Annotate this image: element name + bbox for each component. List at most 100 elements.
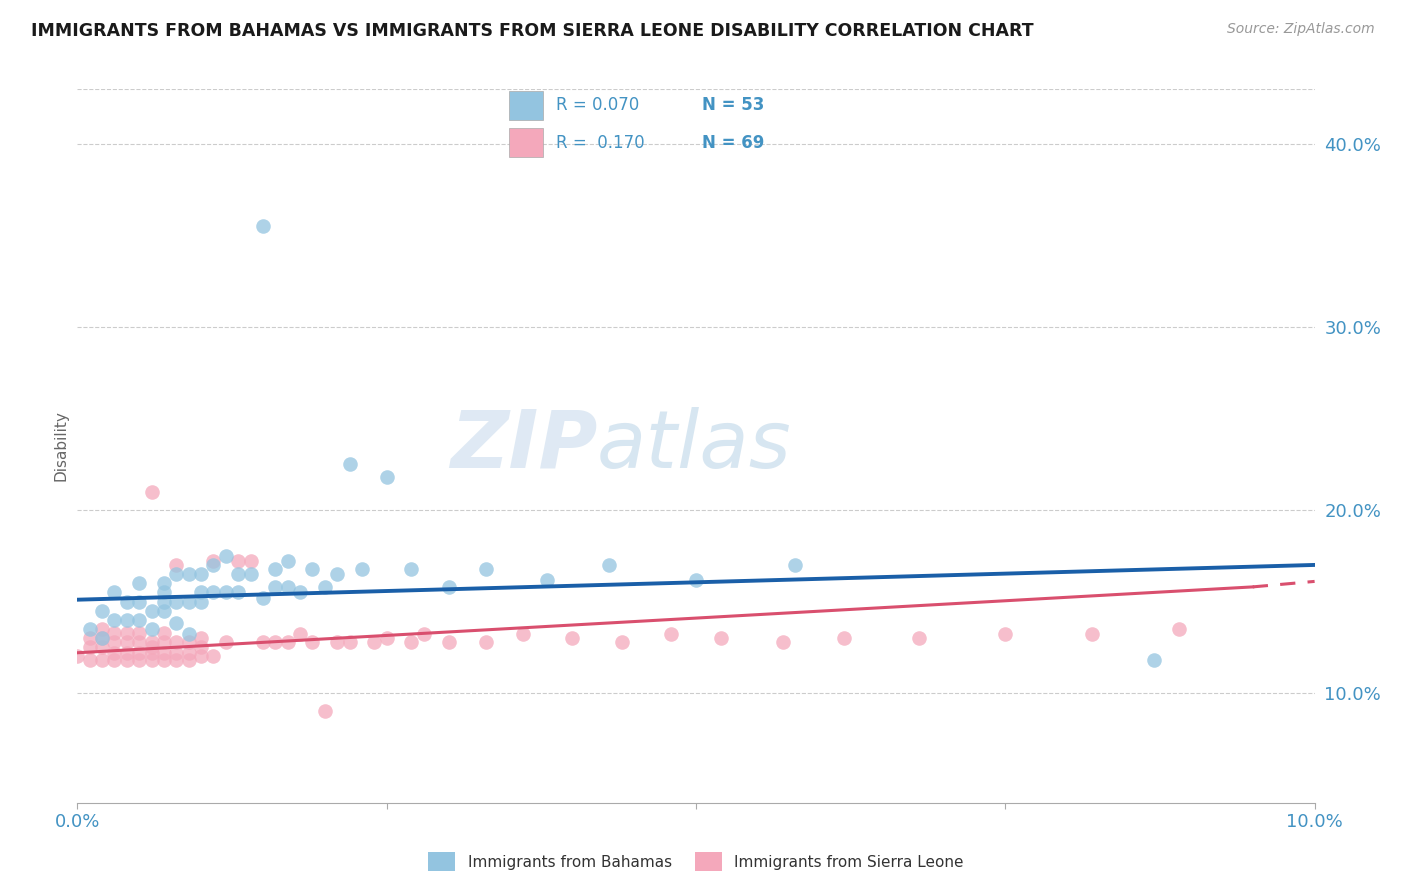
Point [215, 634, 238, 648]
Point [141, 653, 163, 667]
Point [153, 594, 176, 608]
Point [301, 634, 323, 648]
Point [165, 594, 187, 608]
Point [512, 627, 534, 641]
Point [277, 634, 299, 648]
Point [91, 640, 114, 655]
Point [264, 580, 287, 594]
Point [165, 558, 187, 572]
Point [103, 613, 125, 627]
Point [375, 631, 398, 645]
Point [277, 554, 299, 568]
Point [165, 634, 187, 648]
Point [326, 567, 349, 582]
Point [685, 573, 707, 587]
Point [91, 653, 114, 667]
Point [202, 649, 225, 664]
Point [91, 622, 114, 636]
Point [153, 625, 176, 640]
Point [239, 554, 262, 568]
Point [226, 567, 249, 582]
Y-axis label: Disability: Disability [53, 410, 69, 482]
Point [1167, 622, 1189, 636]
Point [834, 631, 856, 645]
Legend: Immigrants from Bahamas, Immigrants from Sierra Leone: Immigrants from Bahamas, Immigrants from… [422, 847, 970, 877]
Text: atlas: atlas [598, 407, 792, 485]
Point [79, 653, 101, 667]
Point [474, 634, 496, 648]
Point [79, 631, 101, 645]
Point [252, 634, 274, 648]
Point [153, 634, 176, 648]
Point [264, 561, 287, 575]
Point [561, 631, 583, 645]
Bar [509, 128, 543, 157]
Point [115, 613, 138, 627]
Point [288, 627, 311, 641]
Point [177, 653, 200, 667]
Point [610, 634, 633, 648]
Point [314, 704, 336, 718]
Point [190, 567, 212, 582]
Point [177, 646, 200, 660]
Point [190, 585, 212, 599]
Point [177, 634, 200, 648]
Point [103, 585, 125, 599]
Point [215, 585, 238, 599]
Point [128, 594, 150, 608]
Text: ZIP: ZIP [450, 407, 598, 485]
Point [141, 634, 163, 648]
Text: IMMIGRANTS FROM BAHAMAS VS IMMIGRANTS FROM SIERRA LEONE DISABILITY CORRELATION C: IMMIGRANTS FROM BAHAMAS VS IMMIGRANTS FR… [31, 22, 1033, 40]
Point [79, 640, 101, 655]
Text: N = 53: N = 53 [702, 96, 763, 114]
Text: Source: ZipAtlas.com: Source: ZipAtlas.com [1227, 22, 1375, 37]
Point [141, 484, 163, 499]
Point [128, 625, 150, 640]
Point [190, 631, 212, 645]
Point [141, 646, 163, 660]
Point [772, 634, 794, 648]
Point [401, 561, 423, 575]
Point [288, 585, 311, 599]
Point [177, 594, 200, 608]
Point [598, 558, 620, 572]
Point [115, 634, 138, 648]
Point [115, 594, 138, 608]
Point [165, 567, 187, 582]
Point [412, 627, 434, 641]
Point [474, 561, 496, 575]
Point [115, 653, 138, 667]
Point [252, 219, 274, 234]
Text: N = 69: N = 69 [702, 134, 763, 152]
Point [128, 576, 150, 591]
Bar [509, 91, 543, 120]
Point [375, 470, 398, 484]
Point [226, 585, 249, 599]
Point [202, 558, 225, 572]
Point [190, 594, 212, 608]
Point [153, 576, 176, 591]
Point [202, 585, 225, 599]
Point [226, 554, 249, 568]
Point [115, 646, 138, 660]
Point [103, 646, 125, 660]
Point [177, 567, 200, 582]
Point [363, 634, 385, 648]
Point [79, 622, 101, 636]
Point [1143, 653, 1166, 667]
Point [401, 634, 423, 648]
Point [153, 585, 176, 599]
Point [177, 627, 200, 641]
Point [141, 640, 163, 655]
Point [536, 573, 558, 587]
Point [165, 653, 187, 667]
Point [202, 554, 225, 568]
Point [141, 604, 163, 618]
Point [1081, 627, 1104, 641]
Point [350, 561, 373, 575]
Point [215, 549, 238, 563]
Point [91, 631, 114, 645]
Point [66, 649, 89, 664]
Point [91, 631, 114, 645]
Point [103, 653, 125, 667]
